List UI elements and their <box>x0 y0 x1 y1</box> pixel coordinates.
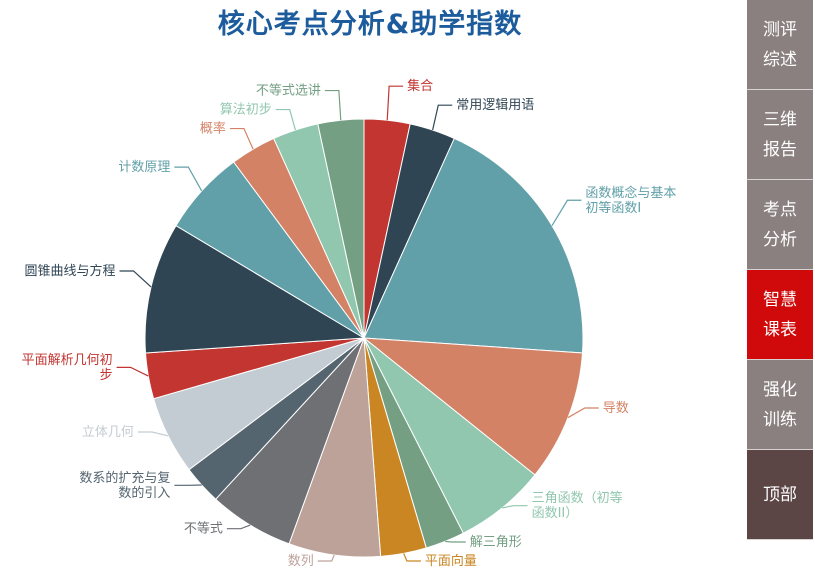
slice-label: 不等式 <box>184 521 223 537</box>
slice-label: 数列 <box>288 554 314 569</box>
label-leader-line <box>226 524 251 530</box>
slice-label: 不等式选讲 <box>256 83 321 99</box>
nav-item-label: 智慧课表 <box>763 289 797 340</box>
slice-label: 导数 <box>603 401 629 416</box>
label-leader-line <box>403 553 421 562</box>
slice-label: 函数概念与基本初等函数Ⅰ <box>585 185 676 216</box>
slice-label: 集合 <box>407 78 433 94</box>
nav-item-topic-analysis[interactable]: 考点分析 <box>747 180 813 270</box>
slice-label: 解三角形 <box>470 535 522 550</box>
pie-chart: 集合常用逻辑用语函数概念与基本初等函数Ⅰ导数三角函数（初等函数II）解三角形平面… <box>22 78 677 569</box>
slice-label: 三角函数（初等函数II） <box>532 490 623 521</box>
slice-label: 立体几何 <box>82 424 134 440</box>
pie-slice <box>317 118 365 339</box>
label-leader-line <box>386 85 404 121</box>
slice-label: 平面解析几何初步 <box>22 352 113 383</box>
label-leader-line <box>502 505 528 509</box>
side-nav: 测评综述 三维报告 考点分析 智慧课表 强化训练 顶部 <box>747 0 813 541</box>
label-leader-line <box>119 270 152 288</box>
label-leader-line <box>317 554 335 562</box>
nav-item-3d-report[interactable]: 三维报告 <box>747 90 813 180</box>
nav-item-label: 强化训练 <box>763 379 797 430</box>
nav-item-training[interactable]: 强化训练 <box>747 360 813 450</box>
slice-label: 数系的扩充与复数的引入 <box>79 470 170 501</box>
slice-label: 计数原理 <box>118 160 170 175</box>
pie-slice <box>363 137 584 354</box>
label-leader-line <box>567 407 599 419</box>
label-leader-line <box>116 366 149 377</box>
slice-label: 算法初步 <box>220 103 272 118</box>
label-leader-line <box>432 104 453 131</box>
label-leader-line <box>445 540 466 543</box>
nav-item-smart-schedule[interactable]: 智慧课表 <box>747 270 813 360</box>
pie-slice <box>362 337 584 476</box>
slice-label: 圆锥曲线与方程 <box>25 263 116 279</box>
label-leader-line <box>324 89 342 121</box>
label-leader-line <box>229 127 254 150</box>
label-leader-line <box>174 166 203 192</box>
pie-slice <box>144 224 366 354</box>
nav-item-label: 考点分析 <box>763 199 797 250</box>
label-leader-line <box>551 199 582 226</box>
nav-item-label: 测评综述 <box>763 19 797 70</box>
nav-item-label: 三维报告 <box>763 109 797 160</box>
label-leader-line <box>137 431 169 437</box>
nav-item-label: 顶部 <box>763 484 797 505</box>
chart-title: 核心考点分析&助学指数 <box>217 9 523 40</box>
slice-label: 平面向量 <box>425 553 477 569</box>
nav-item-back-to-top[interactable]: 顶部 <box>747 450 813 540</box>
slice-label: 常用逻辑用语 <box>456 98 534 113</box>
slice-label: 概率 <box>200 121 226 137</box>
nav-item-overview[interactable]: 测评综述 <box>747 0 813 90</box>
label-leader-line <box>275 108 296 131</box>
